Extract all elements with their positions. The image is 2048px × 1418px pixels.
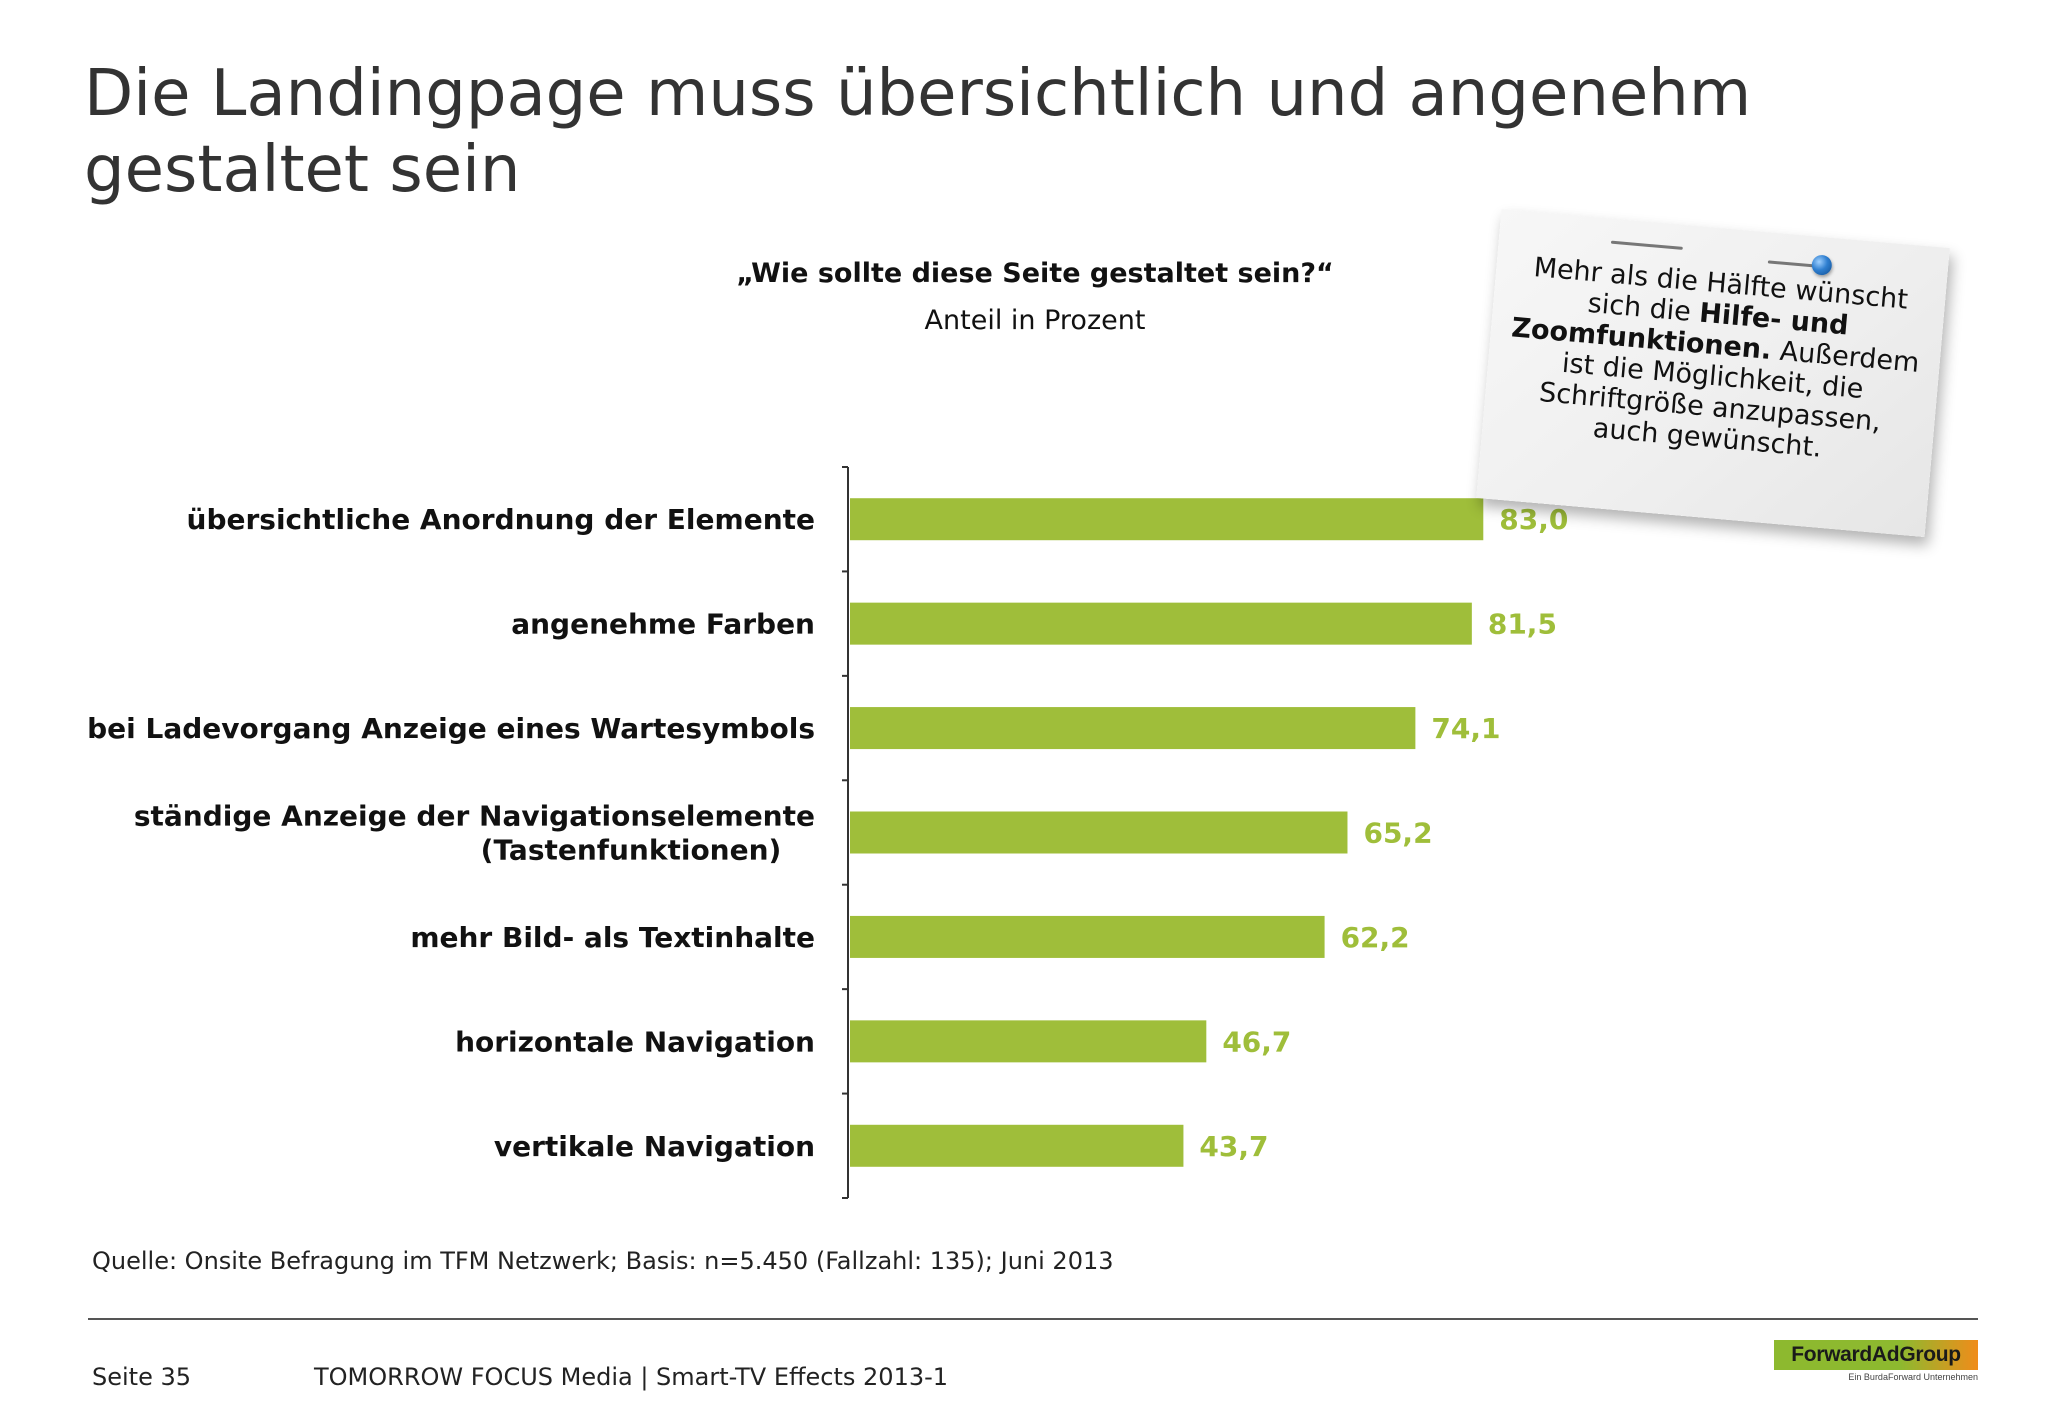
chart-question: „Wie sollte diese Seite gestaltet sein?“ [736, 258, 1334, 289]
category-label-line: angenehme Farben [511, 608, 815, 641]
category-label: übersichtliche Anordnung der Elemente [187, 503, 815, 536]
source-note: Quelle: Onsite Befragung im TFM Netzwerk… [92, 1247, 1114, 1275]
category-label-line: mehr Bild- als Textinhalte [410, 921, 815, 954]
category-label-line: übersichtliche Anordnung der Elemente [187, 503, 815, 536]
category-label: angenehme Farben [511, 608, 815, 641]
category-label: horizontale Navigation [455, 1025, 815, 1058]
category-label: ständige Anzeige der Navigationselemente… [134, 800, 815, 867]
bar-value-label: 62,2 [1341, 921, 1410, 954]
logo-wordmark: ForwardAdGroup [1774, 1340, 1978, 1370]
company-logo: ForwardAdGroup Ein BurdaForward Unterneh… [1774, 1340, 1978, 1382]
bar [850, 811, 1348, 854]
bar [850, 915, 1325, 958]
bar-value-label: 83,0 [1499, 503, 1568, 536]
sticky-note: Mehr als die Hälfte wünscht sich die Hil… [1476, 208, 1950, 538]
bar-value-label: 74,1 [1431, 712, 1500, 745]
footer-text: TOMORROW FOCUS Media | Smart-TV Effects … [314, 1363, 949, 1391]
category-label-line: (Tastenfunktionen) [481, 834, 782, 867]
bar [850, 602, 1472, 645]
category-label-line: vertikale Navigation [494, 1130, 815, 1163]
bar-value-label: 43,7 [1199, 1130, 1268, 1163]
category-label: mehr Bild- als Textinhalte [410, 921, 815, 954]
sticky-note-text: Mehr als die Hälfte wünscht sich die Hil… [1502, 251, 1927, 472]
logo-tagline: Ein BurdaForward Unternehmen [1848, 1372, 1978, 1382]
category-label: bei Ladevorgang Anzeige eines Wartesymbo… [87, 712, 815, 745]
page-number: Seite 35 [92, 1363, 192, 1391]
footer-divider [88, 1318, 1978, 1320]
category-label-line: ständige Anzeige der Navigationselemente [134, 800, 815, 833]
bar-value-label: 81,5 [1488, 608, 1557, 641]
category-label-line: bei Ladevorgang Anzeige eines Wartesymbo… [87, 712, 815, 745]
bar [850, 498, 1484, 541]
bar-value-label: 46,7 [1222, 1025, 1291, 1058]
bar-value-label: 65,2 [1363, 817, 1432, 850]
category-label: vertikale Navigation [494, 1130, 815, 1163]
bar [850, 707, 1416, 750]
bar [850, 1124, 1184, 1167]
page-title: Die Landingpage muss übersichtlich und a… [84, 57, 1752, 207]
category-label-line: horizontale Navigation [455, 1025, 815, 1058]
bar [850, 1020, 1207, 1063]
chart-subtitle: Anteil in Prozent [924, 305, 1146, 336]
